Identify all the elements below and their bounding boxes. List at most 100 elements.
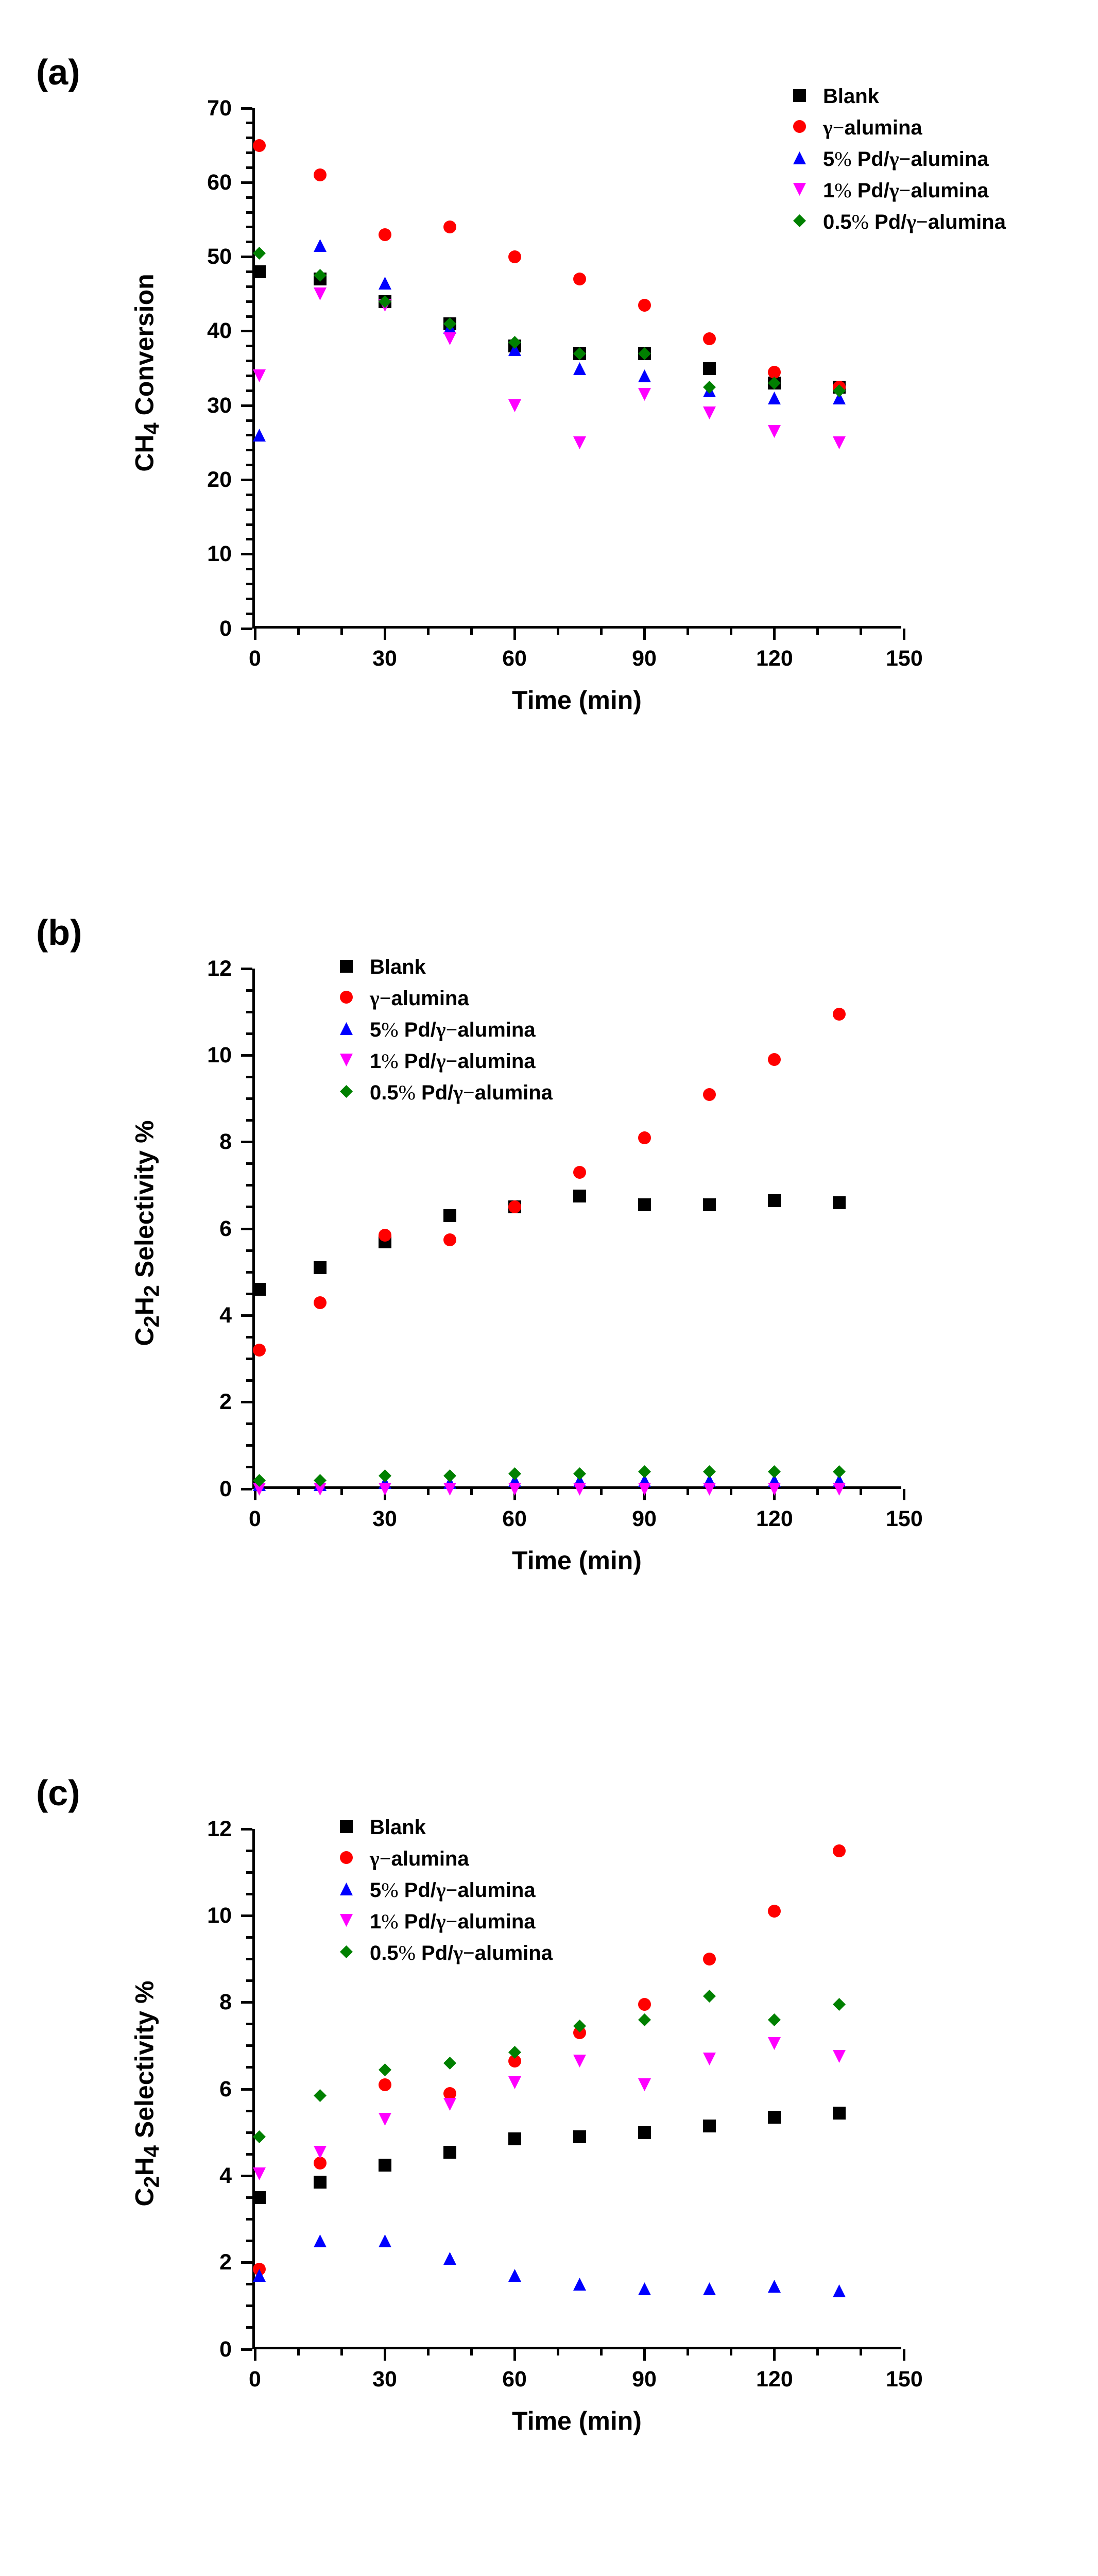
y-minor-tick bbox=[246, 1184, 252, 1187]
y-minor-tick bbox=[246, 241, 252, 243]
y-minor-tick bbox=[246, 2196, 252, 2199]
legend-marker-pd1 bbox=[340, 1914, 355, 1929]
legend-marker-blank bbox=[340, 1820, 355, 1836]
x-minor-tick bbox=[470, 2349, 473, 2355]
y-minor-tick bbox=[246, 1422, 252, 1425]
data-point-gamma bbox=[573, 1166, 586, 1179]
x-tick-label: 60 bbox=[496, 646, 533, 671]
y-minor-tick bbox=[246, 1466, 252, 1468]
x-tick-label: 90 bbox=[626, 1506, 662, 1532]
data-point-pd1 bbox=[768, 2037, 781, 2050]
data-point-pd5 bbox=[638, 2282, 651, 2295]
data-point-pd05 bbox=[314, 1474, 327, 1487]
y-tick bbox=[241, 1228, 252, 1230]
y-tick-label: 0 bbox=[219, 2337, 232, 2362]
data-point-pd1 bbox=[253, 2167, 266, 2180]
y-minor-tick bbox=[246, 2023, 252, 2025]
y-tick-label: 4 bbox=[219, 2163, 232, 2189]
legend-label-gamma: γ−alumina bbox=[823, 115, 922, 140]
data-point-pd05 bbox=[379, 295, 391, 308]
y-minor-tick bbox=[246, 1336, 252, 1338]
data-point-blank bbox=[833, 2107, 846, 2120]
legend-item-pd1: 1% Pd/γ−alumina bbox=[340, 1049, 553, 1073]
data-point-pd05 bbox=[768, 2013, 781, 2026]
y-tick-label: 30 bbox=[207, 393, 232, 418]
panel-c: (c)0246810120306090120150C2H4 Selectivit… bbox=[31, 1762, 1067, 2478]
panel-label-b: (b) bbox=[36, 912, 82, 953]
y-minor-tick bbox=[246, 2240, 252, 2242]
y-minor-tick bbox=[246, 270, 252, 273]
data-point-pd5 bbox=[573, 362, 586, 375]
x-minor-tick bbox=[600, 629, 603, 635]
y-minor-tick bbox=[246, 122, 252, 124]
panel-a: (a)0102030405060700306090120150CH4 Conve… bbox=[31, 41, 1067, 757]
data-point-gamma bbox=[638, 1131, 651, 1144]
y-tick-label: 6 bbox=[219, 2077, 232, 2102]
figure-root: (a)0102030405060700306090120150CH4 Conve… bbox=[0, 0, 1098, 2540]
legend: Blankγ−alumina5% Pd/γ−alumina1% Pd/γ−alu… bbox=[793, 85, 1006, 241]
legend-marker-gamma bbox=[340, 1851, 355, 1867]
x-tick bbox=[513, 629, 516, 640]
x-tick bbox=[773, 629, 776, 640]
legend-item-pd5: 5% Pd/γ−alumina bbox=[340, 1878, 553, 1902]
legend-label-pd05: 0.5% Pd/γ−alumina bbox=[370, 1080, 553, 1105]
y-minor-tick bbox=[246, 1206, 252, 1208]
legend-item-blank: Blank bbox=[793, 85, 1006, 108]
y-tick-label: 20 bbox=[207, 467, 232, 493]
x-minor-tick bbox=[427, 2349, 430, 2355]
x-tick-label: 90 bbox=[626, 2367, 662, 2392]
y-tick bbox=[241, 1141, 252, 1143]
y-minor-tick bbox=[246, 2044, 252, 2047]
data-point-blank bbox=[703, 1198, 716, 1211]
y-minor-tick bbox=[246, 538, 252, 540]
data-point-blank bbox=[638, 2126, 651, 2139]
y-tick-label: 6 bbox=[219, 1216, 232, 1242]
y-minor-tick bbox=[246, 2283, 252, 2285]
data-point-gamma bbox=[703, 1088, 716, 1101]
data-point-blank bbox=[253, 1283, 266, 1296]
x-minor-tick bbox=[600, 1489, 603, 1495]
x-axis-label: Time (min) bbox=[512, 2406, 642, 2436]
y-minor-tick bbox=[246, 434, 252, 436]
x-minor-tick bbox=[730, 629, 732, 635]
data-point-gamma bbox=[573, 273, 586, 285]
data-point-pd05 bbox=[508, 2046, 521, 2059]
x-tick-label: 120 bbox=[756, 2367, 792, 2392]
y-minor-tick bbox=[246, 1293, 252, 1295]
data-point-pd05 bbox=[443, 317, 456, 330]
x-minor-tick bbox=[730, 2349, 732, 2355]
y-tick bbox=[241, 1314, 252, 1317]
legend-label-blank: Blank bbox=[370, 956, 426, 979]
data-point-pd05 bbox=[768, 1465, 781, 1478]
y-tick bbox=[241, 1054, 252, 1057]
x-tick bbox=[643, 2349, 646, 2361]
legend-marker-pd1 bbox=[340, 1054, 355, 1069]
y-tick bbox=[241, 2261, 252, 2264]
data-point-pd05 bbox=[573, 1467, 586, 1480]
x-minor-tick bbox=[557, 629, 559, 635]
legend-item-blank: Blank bbox=[340, 956, 553, 979]
y-minor-tick bbox=[246, 137, 252, 139]
y-minor-tick bbox=[246, 375, 252, 377]
y-minor-tick bbox=[246, 2131, 252, 2134]
y-minor-tick bbox=[246, 196, 252, 199]
data-point-pd05 bbox=[573, 2020, 586, 2032]
y-tick-label: 0 bbox=[219, 1477, 232, 1502]
data-point-pd05 bbox=[703, 381, 716, 394]
y-minor-tick bbox=[246, 494, 252, 496]
data-point-pd5 bbox=[253, 2269, 266, 2282]
y-minor-tick bbox=[246, 1979, 252, 1982]
data-point-pd05 bbox=[768, 377, 781, 389]
legend-label-pd1: 1% Pd/γ−alumina bbox=[823, 178, 989, 202]
legend-item-pd1: 1% Pd/γ−alumina bbox=[793, 178, 1006, 202]
x-tick-label: 30 bbox=[367, 2367, 403, 2392]
data-point-blank bbox=[253, 2191, 266, 2204]
x-minor-tick bbox=[687, 629, 689, 635]
data-point-pd5 bbox=[573, 2278, 586, 2291]
y-minor-tick bbox=[246, 1271, 252, 1274]
data-point-blank bbox=[443, 2146, 456, 2159]
data-point-pd5 bbox=[638, 369, 651, 382]
x-axis-label: Time (min) bbox=[512, 685, 642, 715]
data-point-blank bbox=[573, 1190, 586, 1202]
x-tick bbox=[384, 2349, 386, 2361]
